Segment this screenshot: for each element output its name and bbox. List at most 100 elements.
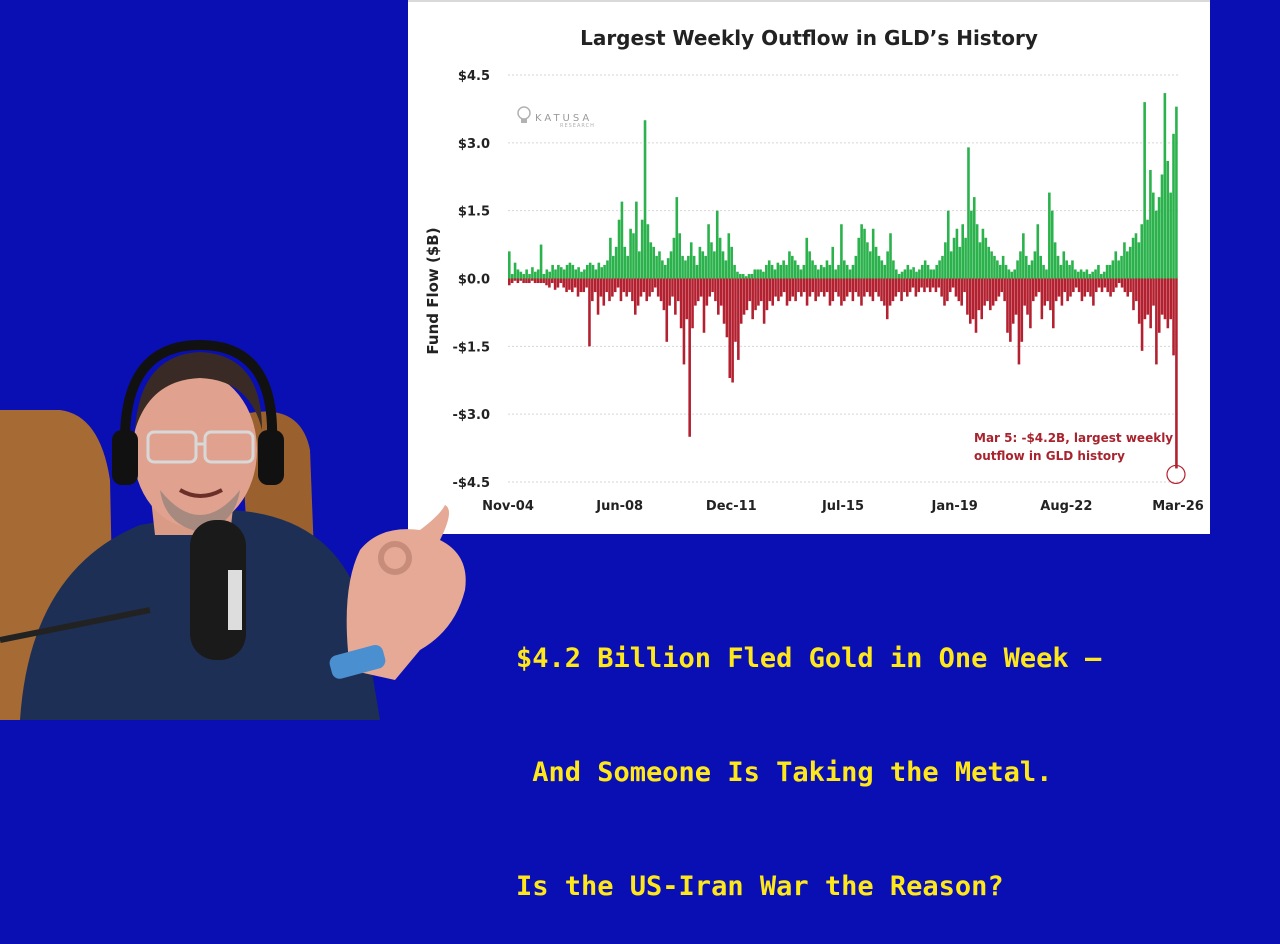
flow-bar [508, 278, 511, 286]
flow-bar [1117, 260, 1120, 279]
flow-bar [557, 264, 560, 279]
flow-bar [877, 255, 881, 279]
flow-bar [903, 278, 906, 293]
flow-bar [837, 278, 840, 297]
flow-bar [659, 278, 663, 302]
flow-bar [1076, 271, 1080, 279]
flow-bar [744, 276, 748, 279]
flow-bar [536, 269, 540, 279]
flow-bar [682, 278, 686, 365]
flow-bar [912, 267, 915, 279]
flow-bar [1019, 251, 1022, 279]
flow-bar [961, 224, 965, 279]
flow-bar [868, 278, 872, 297]
flow-bar [1023, 278, 1026, 306]
flow-bar [900, 271, 904, 279]
watermark-subtext: RESEARCH [560, 123, 595, 129]
flow-bar [851, 264, 855, 279]
flow-bar [926, 264, 930, 279]
flow-bar [530, 278, 534, 281]
flow-bar [554, 269, 557, 279]
flow-bar [983, 278, 986, 306]
flow-bar [1094, 278, 1098, 293]
flow-bar [897, 278, 900, 293]
flow-bar [1146, 219, 1149, 279]
flow-bar [666, 258, 670, 279]
flow-bar [585, 278, 588, 288]
flow-bar [958, 246, 962, 279]
flow-bar [1126, 278, 1130, 297]
flow-bar [900, 278, 903, 302]
flow-bar [941, 255, 944, 279]
flow-bar [685, 278, 689, 320]
flow-bar [1152, 192, 1155, 279]
flow-bar [971, 278, 975, 320]
flow-bar [1007, 269, 1011, 279]
flow-bar [1029, 278, 1032, 329]
flow-bar [868, 251, 872, 279]
flow-bar [860, 224, 863, 279]
flow-bar [923, 260, 927, 279]
y-tick-label: -$4.5 [453, 476, 490, 491]
flow-bar [1088, 273, 1092, 279]
x-tick-label: Mar-26 [1152, 499, 1204, 514]
flow-bar [671, 278, 674, 297]
flow-bar [1175, 278, 1178, 469]
flow-bar [1086, 278, 1089, 293]
x-tick-label: Aug-22 [1040, 499, 1092, 514]
flow-bar [594, 269, 598, 279]
flow-bar [591, 278, 594, 302]
flow-bar [974, 278, 978, 333]
flow-bar [1059, 264, 1063, 279]
flow-bar [1106, 278, 1109, 293]
video-caption: $4.2 Billion Fled Gold in One Week — And… [516, 564, 1216, 944]
flow-bar [1166, 278, 1170, 329]
flow-bar [918, 269, 921, 279]
flow-bar [525, 269, 528, 279]
flow-bar [728, 278, 732, 378]
flow-bar [954, 278, 958, 297]
flow-bar [796, 264, 800, 279]
flow-bar [588, 278, 591, 347]
flow-bar [1108, 264, 1112, 279]
flow-bar [911, 278, 915, 288]
flow-bar [580, 271, 583, 279]
flow-bar [929, 269, 933, 279]
flow-bar [938, 260, 941, 279]
flow-bar [533, 271, 537, 279]
flow-bar [768, 278, 772, 302]
flow-bar [628, 278, 631, 293]
flow-bar [791, 278, 795, 297]
flow-bar [718, 237, 722, 279]
flow-bar [619, 278, 623, 302]
flow-bar [731, 278, 734, 383]
flow-bar [802, 278, 806, 293]
flow-bar [805, 237, 809, 279]
flow-bar [845, 264, 849, 279]
flow-bar [802, 264, 806, 279]
flow-bar [1036, 224, 1040, 279]
flow-bar [739, 278, 743, 324]
flow-bar [676, 278, 680, 302]
flow-bar [1004, 264, 1008, 279]
flow-bar [1074, 278, 1078, 288]
flow-bar [734, 278, 737, 342]
x-tick-label: Jun-08 [595, 499, 643, 514]
flow-bar [874, 278, 878, 293]
flow-bar [1149, 169, 1152, 279]
flow-bar [651, 278, 654, 293]
x-tick-label: Jul-15 [821, 499, 864, 514]
flow-bar [701, 251, 705, 279]
flow-bar [591, 264, 595, 279]
flow-bar [1105, 264, 1109, 279]
flow-bar [577, 267, 580, 279]
flow-bar [1166, 160, 1170, 279]
flow-bar [1160, 278, 1164, 315]
flow-bar [1097, 278, 1101, 288]
flow-bar [828, 278, 832, 306]
flow-bar [715, 210, 719, 279]
flow-bar [672, 237, 676, 279]
flow-bar [713, 251, 716, 279]
flow-bar [1080, 278, 1084, 302]
flow-bar [885, 278, 889, 320]
